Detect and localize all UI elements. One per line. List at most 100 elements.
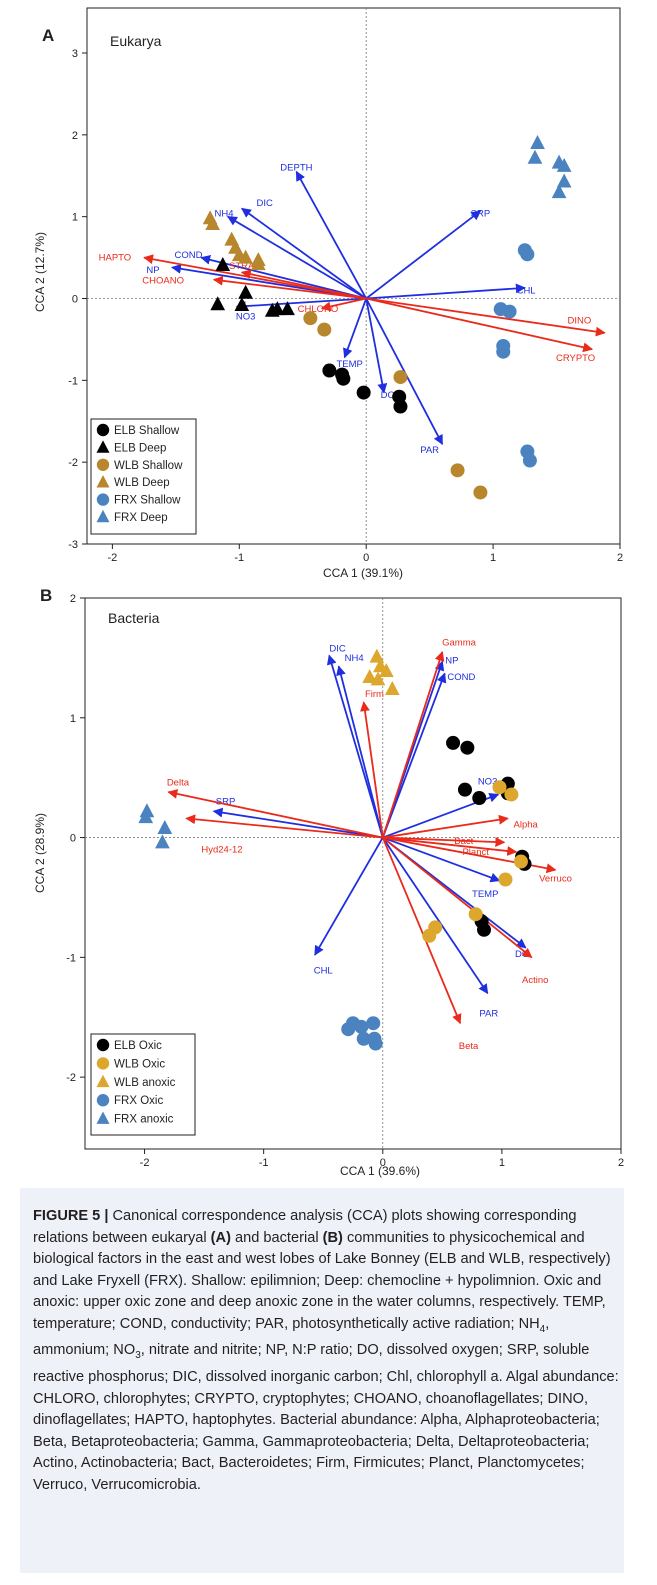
panel-b-vector-label-np: NP	[445, 655, 458, 666]
panel-a-y-axis-label: CCA 2 (12.7%)	[33, 232, 47, 312]
panel-a-vector-depth	[295, 170, 367, 299]
panel-a-vector-no3	[235, 297, 367, 312]
panel-a-point-wlb-deep	[238, 249, 253, 264]
panel-b-vector-label-alpha: Alpha	[514, 819, 539, 830]
panel-b-point-elb-oxic	[477, 922, 492, 937]
panel-b-vector-par	[382, 837, 489, 995]
caption-background	[20, 1188, 624, 1573]
panel-b-legend-label-wlb-oxic: WLB Oxic	[114, 1058, 165, 1070]
panel-a-legend-label-frx-deep: FRX Deep	[114, 512, 168, 524]
panel-a-vector-crypto	[365, 297, 594, 353]
panel-a-point-frx-shallow	[520, 247, 535, 262]
caption-subscript-no3: 3	[135, 1350, 141, 1362]
panel-a-vector-nh4	[227, 215, 367, 300]
panel-a-legend-label-wlb-shallow: WLB Shallow	[114, 460, 183, 472]
panel-b-vector-label-beta: Beta	[459, 1041, 479, 1052]
panel-a-legend-marker-wlb-shallow	[96, 458, 110, 471]
panel-a-x-tick-label: 2	[617, 552, 623, 564]
panel-b-vector-cond	[381, 672, 447, 838]
caption-text-3: communities to physicochemical and biolo…	[33, 1229, 611, 1332]
panel-a-point-wlb-shallow	[450, 463, 465, 478]
panel-b-x-tick-label: 0	[380, 1157, 386, 1169]
panel-a-y-tick-label: -1	[68, 375, 78, 387]
panel-a-vector-dic	[241, 207, 367, 300]
panel-a-legend-label-elb-deep: ELB Deep	[114, 442, 166, 454]
panel-b-point-wlb-oxic	[498, 872, 513, 887]
panel-b-point-wlb-oxic	[422, 928, 437, 943]
panel-a-x-tick-label: -1	[234, 552, 244, 564]
panel-b-vector-label-planct: Planct	[462, 847, 489, 858]
panel-a-vector-label-do: DO	[381, 390, 395, 401]
panel-a-vector-label-par: PAR	[420, 445, 439, 456]
panel-a-vector-label-choano: CHOANO	[142, 276, 184, 287]
panel-a-y-tick-label: 0	[72, 294, 78, 306]
figure-caption: FIGURE 5 | Canonical correspondence anal…	[33, 1206, 623, 1497]
panel-a-point-wlb-shallow	[303, 311, 318, 326]
panel-b-vector-srp	[212, 807, 383, 839]
panel-a-x-tick-label: 1	[490, 552, 496, 564]
panel-a-vector-label-dino: DINO	[568, 316, 592, 327]
caption-text-1: Canonical correspondence analysis (CCA) …	[33, 1208, 577, 1246]
panel-a-zero-lines	[87, 8, 620, 544]
panel-a-y-tick-label: -2	[68, 457, 78, 469]
panel-a-point-frx-shallow	[522, 453, 537, 468]
panel-b-x-axis-label: CCA 1 (39.6%)	[340, 1164, 420, 1178]
panel-a-point-frx-deep	[556, 173, 572, 188]
panel-b-vector-label-srp: SRP	[216, 797, 236, 808]
panel-b-vector-chl	[314, 837, 384, 956]
panel-a-y-tick-label: 2	[72, 130, 78, 142]
caption-panel-a-ref: (A)	[210, 1229, 231, 1246]
panel-a-vector-choano	[212, 275, 367, 300]
panel-a-legend-marker-frx-shallow	[96, 493, 110, 506]
panel-b-point-frx-oxic	[354, 1019, 369, 1034]
panel-b-vector-label-verruco: Verruco	[539, 873, 572, 884]
panel-a-vector-dino	[366, 297, 606, 337]
panel-b-vector-label-bact: Bact	[454, 836, 473, 847]
panel-a-point-elb-deep	[280, 301, 295, 316]
panel-b-y-tick-label: -1	[66, 952, 76, 964]
panel-b-vector-firm	[360, 701, 384, 838]
panel-a-vector-label-crypto: CRYPTO	[556, 353, 595, 364]
panel-a-label: A	[42, 26, 54, 45]
panel-a-axis-ticks: -2 -1 0 1 2 -3 -2 -1 0 1 2 3	[68, 48, 623, 564]
panel-b-point-frx-oxic	[356, 1031, 371, 1046]
panel-b-vector-label-chl: CHL	[314, 966, 333, 977]
panel-b-point-wlb-anoxic	[384, 681, 400, 696]
panel-a-point-frx-shallow	[496, 344, 511, 359]
panel-b-vector-alpha	[382, 814, 509, 839]
panel-a-legend-marker-wlb-deep	[96, 475, 110, 488]
panel-a-legend-label-wlb-deep: WLB Deep	[114, 477, 170, 489]
panel-b-vector-label-gamma: Gamma	[442, 637, 477, 648]
panel-b-legend-marker-wlb-oxic	[96, 1057, 110, 1070]
panel-b-legend-label-wlb-anoxic: WLB anoxic	[114, 1077, 176, 1089]
panel-a-point-wlb-shallow	[317, 322, 332, 337]
panel-a-x-axis-label: CCA 1 (39.1%)	[323, 566, 403, 580]
panel-a-point-frx-deep	[530, 135, 545, 150]
panel-a-title: Eukarya	[110, 33, 162, 49]
panel-a-point-frx-deep	[556, 157, 572, 172]
panel-b-x-tick-label: -1	[259, 1157, 269, 1169]
panel-b-x-tick-label: 2	[618, 1157, 624, 1169]
panel-b-vector-label-delta: Delta	[167, 777, 190, 788]
panel-b-vector-nh4	[336, 665, 384, 838]
panel-b-label: B	[40, 586, 52, 605]
panel-b-point-frx-anoxic	[139, 803, 155, 818]
panel-b-point-frx-anoxic	[155, 834, 170, 849]
panel-b-legend-label-frx-anoxic: FRX anoxic	[114, 1114, 174, 1126]
panel-b-vector-temp	[382, 836, 501, 883]
panel-a-point-elb-deep	[215, 256, 231, 271]
panel-b-legend-box	[90, 1033, 196, 1136]
panel-a-point-elb-shallow	[356, 385, 371, 400]
panel-b-legend: ELB Oxic WLB Oxic WLB anoxic FRX Oxic FRX an…	[90, 1033, 196, 1136]
panel-a-vector-do	[365, 298, 388, 394]
panel-a-point-wlb-deep	[205, 216, 220, 231]
panel-a-vector-label-no3: NO3	[236, 312, 256, 323]
panel-a-y-tick-label: 1	[72, 212, 78, 224]
panel-b-y-tick-label: 1	[70, 713, 76, 725]
panel-b-vector-label-nh4: NH4	[345, 653, 364, 664]
panel-a-plot-frame	[86, 7, 621, 545]
panel-b-vector-delta	[167, 789, 383, 839]
panel-b-point-elb-oxic	[472, 791, 487, 806]
panel-a-legend-marker-elb-shallow	[96, 423, 110, 437]
panel-a-vector-chloro	[320, 297, 367, 312]
